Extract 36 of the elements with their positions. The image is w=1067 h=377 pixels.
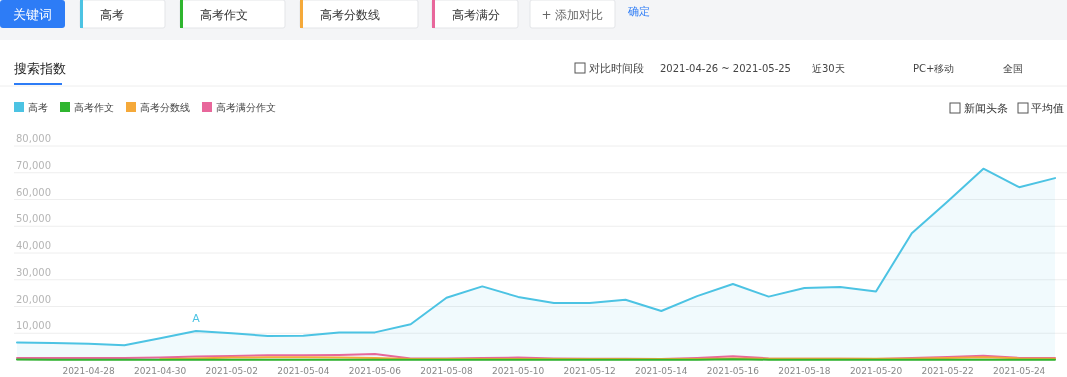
x-tick-label: 2021-05-08 bbox=[420, 366, 473, 376]
x-tick-label: 2021-05-24 bbox=[993, 366, 1046, 376]
text: 平均值 bbox=[1031, 102, 1064, 115]
x-tick-label: 2021-04-28 bbox=[62, 366, 116, 376]
text: 对比时间段 bbox=[589, 62, 644, 75]
x-tick-label: 2021-05-20 bbox=[849, 366, 903, 376]
legend-label: 高考作文 bbox=[74, 102, 114, 113]
y-tick-label: 80,000 bbox=[16, 133, 51, 144]
legend-label: 高考 bbox=[28, 102, 48, 113]
x-tick-label: 2021-04-30 bbox=[134, 366, 187, 376]
y-tick-label: 30,000 bbox=[16, 266, 51, 278]
annotation: A bbox=[192, 312, 201, 326]
x-tick-label: 2021-05-06 bbox=[348, 366, 402, 376]
y-tick-label: 40,000 bbox=[16, 240, 51, 251]
x-tick-label: 2021-05-04 bbox=[277, 366, 330, 376]
y-tick-label: 50,000 bbox=[16, 213, 51, 225]
text: 新闻头条 bbox=[964, 102, 1008, 115]
text: 2021-04-26 ~ 2021-05-25 bbox=[660, 63, 791, 74]
x-tick-label: 2021-05-02 bbox=[205, 366, 258, 376]
y-tick-label: 10,000 bbox=[16, 320, 51, 332]
x-tick-label: 2021-05-18 bbox=[778, 366, 831, 376]
y-tick-label: 20,000 bbox=[16, 293, 51, 305]
x-tick-label: 2021-05-10 bbox=[491, 366, 545, 376]
chart-title: 搜索指数 bbox=[14, 61, 66, 76]
y-tick-label: 60,000 bbox=[16, 186, 51, 198]
x-tick-label: 2021-05-16 bbox=[706, 366, 760, 376]
y-tick-label: 70,000 bbox=[16, 159, 51, 171]
legend-label: 高考分数线 bbox=[140, 102, 190, 113]
x-tick-label: 2021-05-12 bbox=[563, 366, 616, 376]
x-tick-label: 2021-05-14 bbox=[635, 366, 688, 376]
text: 近30天 bbox=[812, 63, 845, 74]
x-tick-label: 2021-05-22 bbox=[921, 366, 974, 376]
text: 确定 bbox=[627, 5, 650, 18]
text: 全国 bbox=[1003, 63, 1023, 74]
text: PC+移动 bbox=[913, 63, 955, 74]
legend-label: 高考满分作文 bbox=[216, 102, 276, 113]
